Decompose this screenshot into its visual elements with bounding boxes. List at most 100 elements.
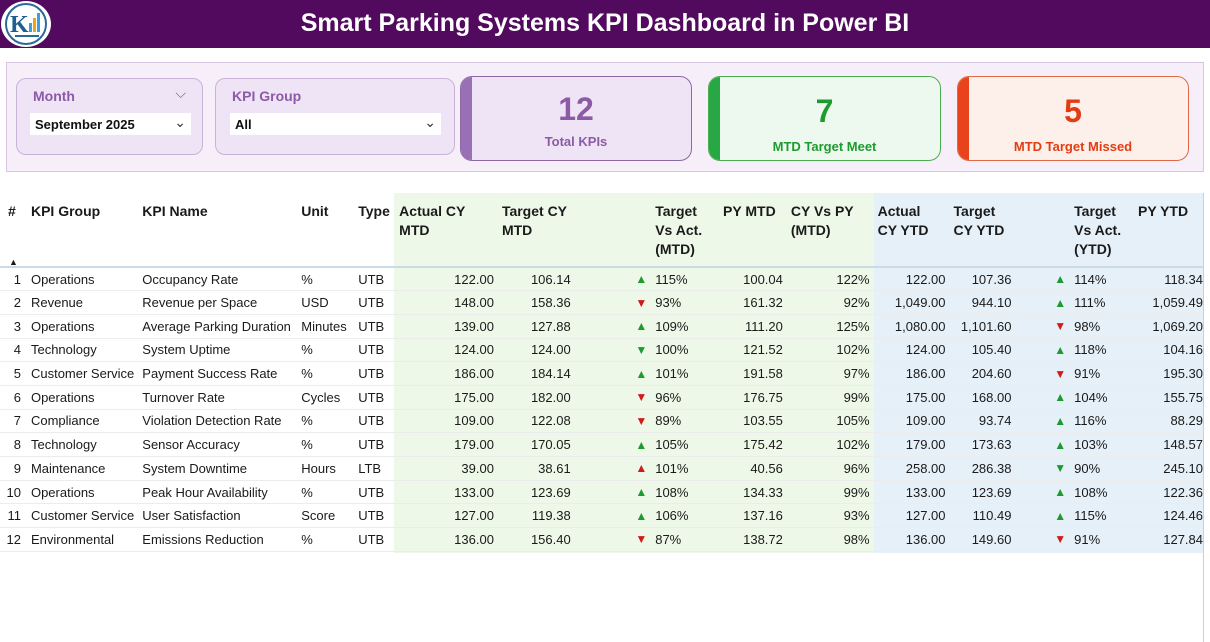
target-vs-act-ytd-cell: 104% [1074, 389, 1108, 405]
col-header-type[interactable]: Type [358, 203, 390, 219]
table-row[interactable]: 5 Customer Service Payment Success Rate% UT… [0, 362, 1203, 386]
py-ytd-cell: 195.30 [1163, 366, 1203, 382]
kpi-group-dropdown[interactable]: All ⌄ [230, 113, 441, 135]
col-header-cy-vs-py-mtd[interactable]: CY Vs PY (MTD) [790, 203, 854, 238]
kpi-name-cell: Payment Success Rate [142, 366, 278, 382]
dropdown-chevron-icon[interactable]: ⌄ [174, 114, 186, 130]
py-ytd-cell: 88.29 [1170, 413, 1203, 429]
col-header-target-cy-ytd[interactable]: Target CY YTD [953, 203, 1005, 238]
actual-cy-mtd-cell: 179.00 [454, 437, 494, 453]
table-row[interactable]: 2 Revenue Revenue per Space USD UTB 148.00 158… [0, 291, 1203, 315]
type-cell: UTB [358, 271, 385, 287]
total-kpis-value: 12 [558, 91, 594, 127]
kpi-name-cell: User Satisfaction [142, 508, 241, 524]
mtd-target-meet-card: 7 MTD Target Meet [708, 76, 941, 161]
actual-cy-mtd-cell: 124.00 [454, 342, 494, 358]
table-row[interactable]: 1 Operations Occupancy Rate% UTB 122.00 106.1… [0, 267, 1203, 291]
target-cy-mtd-cell: 119.38 [531, 508, 571, 524]
dropdown-chevron-icon[interactable]: ⌄ [424, 114, 436, 130]
table-row[interactable]: 12 Environmental Emissions Reduction% UTB 13… [0, 528, 1203, 552]
month-dropdown[interactable]: September 2025 ⌄ [30, 113, 191, 135]
actual-cy-mtd-cell: 133.00 [454, 484, 494, 500]
py-mtd-cell: 137.16 [743, 508, 783, 524]
py-ytd-cell: 118.34 [1164, 271, 1203, 287]
unit-cell: Cycles [301, 389, 341, 405]
kpi-name-cell: Occupancy Rate [142, 271, 239, 287]
kpi-table[interactable]: # ▲ KPI Group KPI Name Unit Type Actual C… [0, 193, 1204, 642]
target-vs-act-mtd-cell: 96% [655, 389, 682, 405]
actual-cy-mtd-cell: 139.00 [454, 318, 494, 334]
row-index: 9 [13, 460, 21, 476]
status-arrow-icon: ▼ [635, 532, 648, 547]
py-mtd-cell: 121.52 [743, 342, 783, 358]
status-arrow-icon: ▲ [635, 366, 648, 381]
kpi-name-cell: Average Parking Duration [142, 318, 291, 334]
unit-cell: Score [301, 508, 336, 524]
type-cell: UTB [358, 413, 385, 429]
py-ytd-cell: 127.84 [1163, 531, 1203, 547]
actual-cy-ytd-cell: 136.00 [905, 531, 946, 547]
target-vs-act-ytd-cell: 98% [1074, 318, 1101, 334]
cy-vs-py-mtd-cell: 122% [836, 271, 870, 287]
target-vs-act-ytd-cell: 108% [1074, 484, 1108, 500]
col-header-target-vs-act-mtd[interactable]: Target Vs Act. (MTD) [655, 203, 703, 257]
row-index: 1 [13, 271, 21, 287]
col-header-py-ytd[interactable]: PY YTD [1138, 203, 1189, 219]
actual-cy-mtd-cell: 136.00 [454, 531, 494, 547]
cy-vs-py-mtd-cell: 105% [836, 413, 870, 429]
svg-text:K: K [10, 12, 29, 38]
table-row[interactable]: 8 Technology Sensor Accuracy% UTB 179.00 170.… [0, 433, 1203, 457]
col-header-actual-cy-mtd[interactable]: Actual CY MTD [399, 203, 466, 238]
row-index: 4 [13, 342, 21, 358]
status-arrow-icon: ▲ [635, 319, 648, 334]
table-row[interactable]: 11 Customer Service User Satisfaction Score… [0, 504, 1203, 528]
mtd-target-missed-card: 5 MTD Target Missed [957, 76, 1189, 161]
table-row[interactable]: 4 Technology System Uptime% UTB 124.00 124.00… [0, 338, 1203, 362]
kpi-name-cell: Turnover Rate [142, 389, 225, 405]
col-header-actual-cy-ytd[interactable]: Actual CY YTD [877, 203, 929, 238]
target-cy-mtd-cell: 127.88 [530, 318, 571, 334]
chevron-down-icon[interactable]: ⌵ [175, 85, 186, 101]
actual-cy-ytd-cell: 179.00 [905, 437, 946, 453]
table-row[interactable]: 3 Operations Average Parking Duration Minut… [0, 314, 1203, 339]
kpi-group-cell: Customer Service [30, 508, 135, 524]
row-index: 12 [6, 531, 21, 547]
sort-ascending-icon[interactable]: ▲ [9, 257, 18, 267]
col-header-unit[interactable]: Unit [301, 203, 329, 219]
table-row[interactable]: 9 Maintenance System Downtime Hours LTB 39.00… [0, 457, 1203, 481]
col-header-kpi-name[interactable]: KPI Name [142, 203, 208, 219]
py-mtd-cell: 176.75 [743, 389, 783, 405]
target-vs-act-ytd-cell: 111% [1074, 295, 1106, 311]
total-kpis-label: Total KPIs [544, 134, 608, 149]
table-row[interactable]: 7 Compliance Violation Detection Rate% UTB 1… [0, 409, 1203, 433]
cy-vs-py-mtd-cell: 102% [836, 342, 870, 358]
col-header-target-vs-act-ytd[interactable]: Target Vs Act. (YTD) [1074, 203, 1122, 257]
month-slicer[interactable]: Month ⌵ September 2025 ⌄ [16, 78, 203, 155]
col-header-kpi-group[interactable]: KPI Group [30, 203, 101, 219]
unit-cell: % [301, 413, 313, 429]
unit-cell: USD [301, 295, 329, 311]
table-row[interactable]: 6 Operations Turnover Rate Cycles UTB 175.00 1… [0, 385, 1203, 410]
kpi-name-cell: System Downtime [142, 460, 248, 476]
actual-cy-ytd-cell: 127.00 [905, 508, 946, 524]
col-header-target-cy-mtd[interactable]: Target CY MTD [501, 203, 567, 238]
col-header-py-mtd[interactable]: PY MTD [723, 203, 776, 219]
kpi-group-cell: Maintenance [30, 460, 106, 476]
target-cy-mtd-cell: 106.14 [530, 271, 571, 287]
target-cy-ytd-cell: 286.38 [971, 460, 1012, 476]
cy-vs-py-mtd-cell: 102% [836, 437, 870, 453]
kpi-group-cell: Operations [30, 484, 95, 500]
cy-vs-py-mtd-cell: 93% [843, 508, 870, 524]
kpi-group-cell: Environmental [30, 531, 115, 547]
card-accent-bar [709, 77, 720, 160]
target-vs-act-mtd-cell: 89% [655, 413, 682, 429]
status-arrow-icon: ▼ [1054, 366, 1067, 381]
target-cy-ytd-cell: 204.60 [971, 366, 1012, 382]
col-header-idx[interactable]: # ▲ [0, 193, 27, 267]
table-row[interactable]: 10 Operations Peak Hour Availability% UTB 13… [0, 480, 1203, 504]
kpi-group-slicer[interactable]: KPI Group All ⌄ [215, 78, 455, 155]
unit-cell: % [301, 342, 313, 358]
cy-vs-py-mtd-cell: 92% [843, 295, 870, 311]
target-cy-mtd-cell: 170.05 [530, 437, 571, 453]
card-accent-bar [958, 77, 969, 160]
